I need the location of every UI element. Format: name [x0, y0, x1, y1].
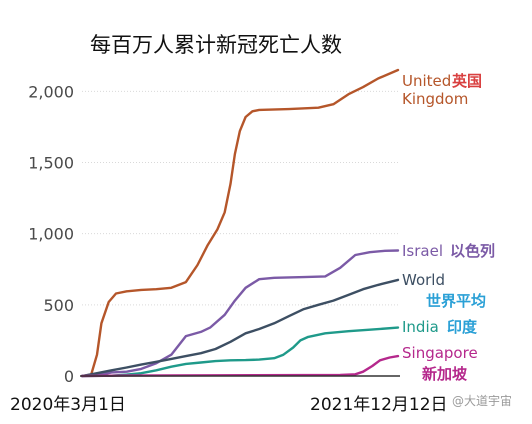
- y-tick-label: 1,500: [28, 154, 74, 173]
- y-tick-label: 2,000: [28, 82, 74, 101]
- series-lines: [80, 68, 400, 378]
- y-tick-label: 1,000: [28, 225, 74, 244]
- series-line-united-kingdom: [80, 68, 400, 378]
- series-line-india: [80, 326, 400, 378]
- label-world: World: [402, 271, 445, 289]
- grid: [82, 90, 398, 306]
- x-tick-start: 2020年3月1日: [10, 395, 126, 415]
- label-united: United: [402, 72, 451, 90]
- label-world-cn: 世界平均: [426, 292, 486, 310]
- series-line-world: [80, 278, 400, 378]
- label-india-cn: 印度: [447, 318, 478, 336]
- label-singapore-cn: 新加坡: [422, 365, 467, 383]
- label-kingdom: Kingdom: [402, 90, 468, 108]
- y-axis-ticks: 0 500 1,000 1,500 2,000: [28, 82, 74, 386]
- label-singapore: Singapore: [402, 344, 478, 362]
- watermark: @大道宇宙: [452, 393, 512, 408]
- x-tick-end: 2021年12月12日: [310, 395, 448, 415]
- label-israel-cn: 以色列: [450, 242, 495, 260]
- label-india: India: [402, 318, 439, 336]
- label-uk-cn: 英国: [452, 72, 482, 90]
- y-tick-label: 0: [64, 367, 74, 386]
- label-israel: Israel: [402, 242, 443, 260]
- chart-title: 每百万人累计新冠死亡人数: [90, 33, 342, 57]
- series-line-israel: [80, 249, 400, 378]
- y-tick-label: 500: [43, 296, 74, 315]
